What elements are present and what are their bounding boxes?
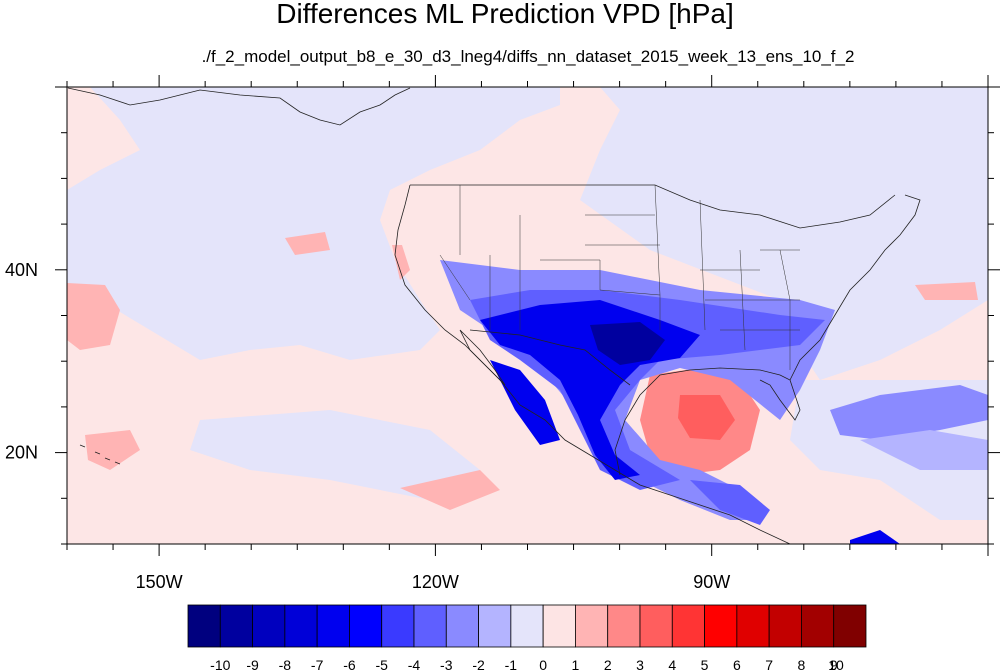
colorbar-label: -4 [408,657,421,672]
coastline-gulf [614,367,801,476]
longitude-label: 90W [693,572,730,592]
latitude-label: 40N [5,260,38,280]
colorbar-box [252,604,286,648]
light-blue-region-northeast [580,87,988,380]
longitude-labels: 150W 120W 90W [136,572,731,592]
colorbar-box [704,604,738,648]
mexico-coast-cool [490,360,560,445]
colorbar-label: 1 [572,657,580,672]
pink-patch-hawaii [85,430,140,470]
colorbar-label: -5 [375,657,388,672]
colorbar-box [768,604,802,648]
texas-cool-core [590,322,665,365]
border-us-mexico [469,329,631,386]
pink-patch-pacific-small [285,232,330,255]
colorbar-label: 3 [636,657,644,672]
colorbar-box [671,604,705,648]
colorbar-box [478,604,512,648]
hawaii-islands [79,444,121,465]
colorbar-label: -1 [505,657,518,672]
axis-ticks [55,75,1000,556]
colorbar-box [381,604,415,648]
figure-title: Differences ML Prediction VPD [hPa] [276,0,734,29]
colorbar-box [833,604,867,648]
alaska-coast [67,87,411,126]
colorbar-label: 0 [539,657,547,672]
southeast-corner-cool [850,530,900,544]
pink-patch-california [392,245,410,280]
colorbar-box [187,604,221,648]
colorbar: -10 -9 -8 -7 -6 -5 -4 -3 -2 -1 0 1 2 3 4 5 6 7 8 910 [187,604,867,672]
colorbar-label: 6 [733,657,741,672]
colorbar-label: 4 [668,657,676,672]
coastline-baja [459,329,506,386]
state-lines-west [439,185,661,330]
caribbean-cool [860,430,988,470]
colorbar-label: -2 [472,657,485,672]
central-america-cool [690,480,770,525]
longitude-label: 120W [412,572,459,592]
colorbar-label: -7 [311,657,324,672]
colorbar-label: -6 [343,657,356,672]
colorbar-label: 7 [765,657,773,672]
longitude-label: 150W [136,572,183,592]
colorbar-label: 10 [828,657,844,672]
colorbar-box [510,604,544,648]
colorbar-label: -10 [210,657,230,672]
state-borders [439,184,800,370]
colorbar-label: 8 [798,657,806,672]
latitude-labels: 40N 20N [5,260,38,463]
atlantic-cool [830,385,988,440]
coastline-east [789,194,921,381]
figure-subtitle: ./f_2_model_output_b8_e_30_d3_lneg4/diff… [202,47,855,66]
pink-patch-tropical [400,470,500,510]
state-lines-central [654,184,800,370]
colorbar-box [639,604,673,648]
map-boundaries [67,87,921,544]
colorbar-box [284,604,318,648]
colorbar-box [542,604,576,648]
colorbar-label: 9 [830,657,838,672]
coastline-west-north-america [394,184,791,544]
colorbar-box [736,604,770,648]
colorbar-box [607,604,641,648]
light-blue-region-tropical-pacific [190,410,480,500]
gulf-warm-core [678,395,735,440]
colorbar-label: -8 [279,657,292,672]
colorbar-label: 2 [604,657,612,672]
colorbar-box [801,604,835,648]
colorbar-label: -9 [246,657,259,672]
colorbar-label: 5 [701,657,709,672]
colorbar-box [445,604,479,648]
colorbar-label: -3 [440,657,453,672]
colorbar-box [316,604,350,648]
pink-patch-east [915,282,978,300]
colorbar-box [575,604,609,648]
colorbar-box [349,604,383,648]
map-panel [67,87,988,544]
colorbar-box [413,604,447,648]
light-blue-region-northeast-pacific [67,87,560,360]
pink-patch-west-pacific [67,283,120,350]
border-canada-us [410,184,896,229]
colorbar-box [219,604,253,648]
latitude-label: 20N [5,443,38,463]
